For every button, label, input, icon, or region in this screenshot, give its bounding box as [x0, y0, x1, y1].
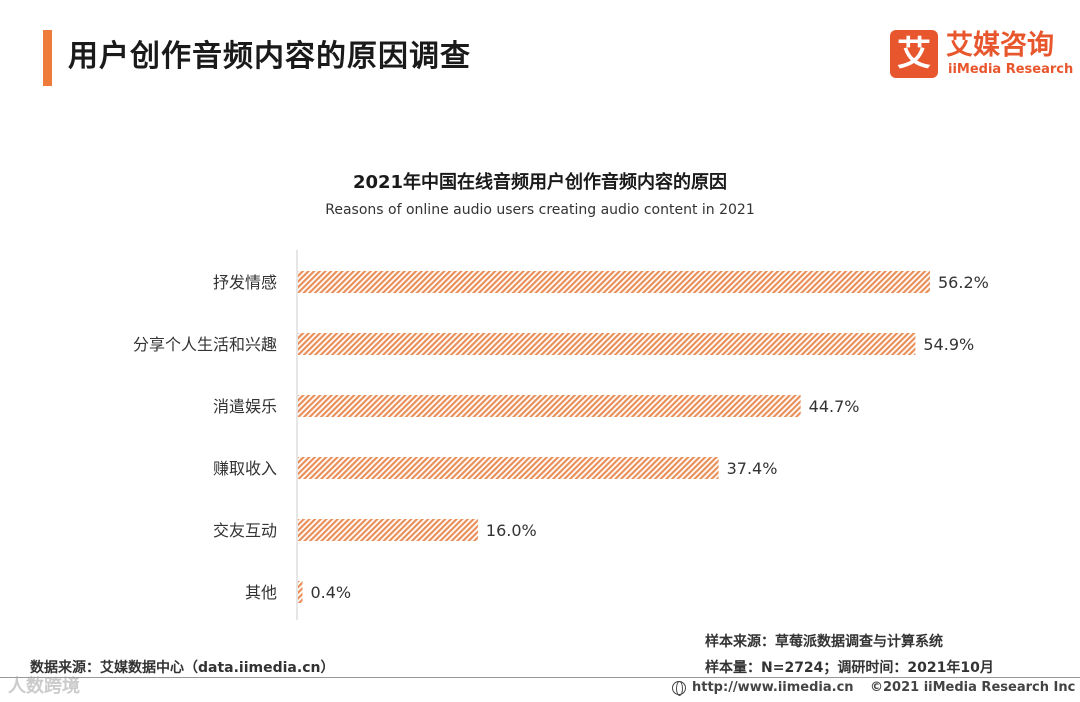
category-label: 赚取收入: [213, 459, 277, 478]
category-label: 其他: [245, 583, 277, 602]
iimedia-logo: 艾 艾媒咨询 iiMedia Research: [890, 30, 1073, 82]
chart-title: 2021年中国在线音频用户创作音频内容的原因: [352, 172, 728, 193]
category-label: 交友互动: [213, 521, 277, 540]
category-label: 分享个人生活和兴趣: [133, 335, 277, 354]
value-label: 0.4%: [310, 583, 351, 602]
footer-url[interactable]: http://www.iimedia.cn: [672, 680, 854, 696]
bar: [298, 457, 719, 479]
logo-mark-icon: 艾: [890, 30, 938, 78]
title-accent-bar: [43, 30, 52, 86]
bar-chart: 抒发情感 56.2% 分享个人生活和兴趣 54.9% 消遣娱乐 44.7% 赚取收入 37.4…: [133, 250, 989, 620]
sample-size: 样本量：N=2724；调研时间：2021年10月: [705, 660, 994, 676]
logo-cn-text: 艾媒咨询: [946, 30, 1054, 61]
chart-subtitle: Reasons of online audio users creating a…: [325, 202, 755, 218]
globe-icon: [672, 680, 686, 696]
page-title: 用户创作音频内容的原因调查: [68, 39, 471, 74]
value-label: 54.9%: [923, 335, 974, 354]
value-label: 56.2%: [938, 273, 989, 292]
category-label: 消遣娱乐: [213, 397, 277, 416]
data-source: 数据来源：艾媒数据中心（data.iimedia.cn）: [30, 660, 335, 676]
copyright: ©2021 iiMedia Research Inc: [870, 680, 1076, 695]
footer-url-text[interactable]: http://www.iimedia.cn: [692, 680, 854, 695]
bar: [298, 519, 478, 541]
footer-divider: [0, 677, 1080, 678]
bar: [298, 395, 801, 417]
value-label: 44.7%: [809, 397, 860, 416]
category-label: 抒发情感: [213, 273, 277, 292]
watermark-text: 人数跨境: [8, 676, 80, 697]
bar: [298, 581, 303, 603]
sample-source: 样本来源：草莓派数据调查与计算系统: [705, 634, 943, 650]
bar: [298, 271, 930, 293]
value-label: 37.4%: [727, 459, 778, 478]
bar: [298, 333, 916, 355]
logo-en-text: iiMedia Research: [948, 62, 1074, 77]
value-label: 16.0%: [486, 521, 537, 540]
